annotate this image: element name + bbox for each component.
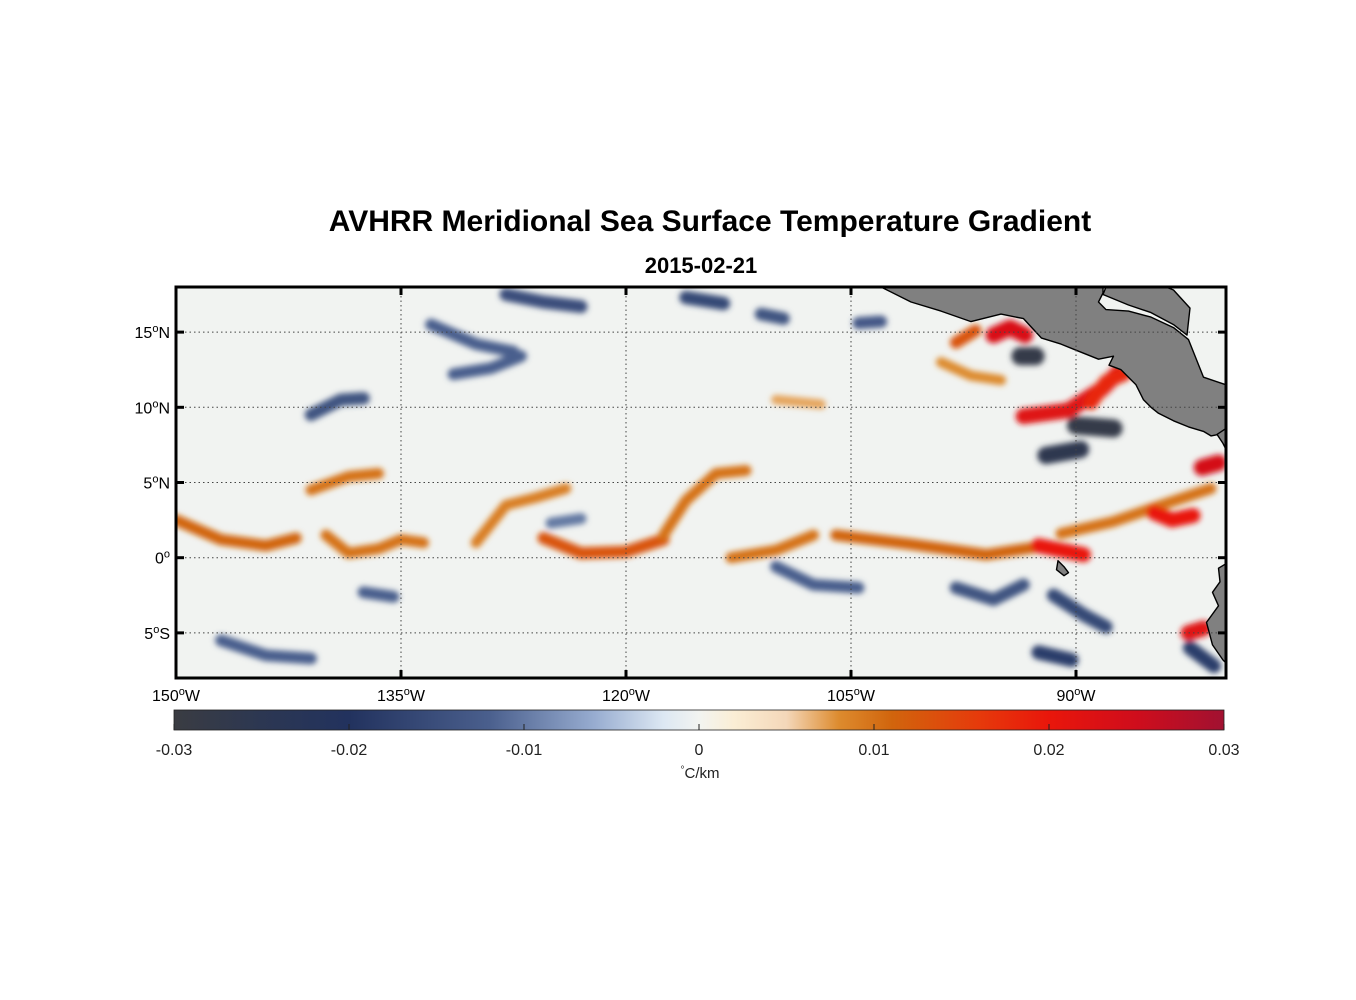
positive-gradient-front-5 (658, 465, 752, 541)
positive-gradient-front-3 (470, 483, 572, 548)
negative-gradient-front-23 (754, 307, 790, 325)
positive-gradient-front-13 (985, 319, 1034, 344)
negative-gradient-front-22 (679, 290, 731, 311)
x-tick-label: 135oW (377, 686, 426, 705)
negative-gradient-front-28 (304, 392, 370, 422)
land-mexico (880, 287, 1226, 437)
x-tick-label: 120oW (602, 686, 651, 705)
positive-gradient-front-18 (771, 394, 826, 410)
negative-gradient-front-29 (770, 560, 865, 594)
figure-date: 2015-02-21 (644, 253, 758, 278)
land-galapagos (1055, 560, 1070, 577)
colorbar-unit-label: °C/km (681, 765, 720, 782)
colorbar-tick-label: 0.03 (1208, 742, 1239, 759)
colorbar-tick-label: -0.01 (506, 742, 543, 759)
colorbar-tick-label: 0 (695, 742, 704, 759)
colorbar-tick-label: 0.02 (1033, 742, 1064, 759)
positive-gradient-front-10 (1146, 505, 1201, 528)
positive-gradient-front-2 (320, 529, 429, 559)
positive-gradient-front-12 (1083, 367, 1132, 410)
positive-gradient-front-8 (1055, 483, 1217, 540)
x-tick-label: 90oW (1056, 686, 1096, 705)
positive-gradient-front-7 (830, 529, 1052, 561)
colorbar-tick-label: -0.02 (331, 742, 368, 759)
positive-gradient-front-4 (537, 532, 670, 560)
positive-gradient-front-6 (725, 529, 819, 564)
negative-gradient-front-34 (215, 634, 317, 665)
x-tick-label: 105oW (827, 686, 876, 705)
colorbar-tick-label: 0.01 (858, 742, 889, 759)
negative-gradient-front-26 (1066, 416, 1123, 438)
map-axes: 150oW 135oW 120oW 105oW 90oW 15oN 10oN 5oN 0o 5oS (135, 287, 1226, 705)
negative-gradient-front-32 (1031, 645, 1079, 668)
positive-gradient-front-15 (1193, 454, 1226, 476)
positive-gradient-front-17 (935, 357, 1007, 386)
positive-gradient-front-14 (949, 324, 982, 349)
negative-gradient-front-19 (447, 350, 527, 381)
x-tick-label: 150oW (152, 686, 201, 705)
positive-gradient-front-9 (1031, 538, 1091, 563)
y-tick-label: 5oN (143, 474, 170, 493)
y-tick-label: 0o (155, 549, 170, 568)
land-masses (880, 287, 1226, 664)
negative-gradient-front-31 (1046, 588, 1113, 634)
negative-gradient-front-36 (545, 513, 587, 529)
negative-gradient-front-27 (1037, 440, 1090, 465)
negative-gradient-front-20 (425, 318, 520, 358)
y-tick-label: 5oS (144, 624, 170, 643)
land-panama (1216, 427, 1226, 451)
positive-gradient-front-16 (1180, 620, 1212, 641)
gradient-fronts (176, 288, 1226, 674)
positive-gradient-front-0 (176, 514, 302, 552)
negative-gradient-front-35 (357, 586, 400, 603)
negative-gradient-front-30 (949, 578, 1030, 607)
y-tick-label: 15oN (135, 323, 170, 342)
map-area (176, 287, 1226, 678)
positive-gradient-front-1 (305, 468, 384, 496)
colorbar-tick-label: -0.03 (156, 742, 193, 759)
colorbar: -0.03 -0.02 -0.01 0 0.01 0.02 0.03 °C/km (156, 709, 1240, 782)
y-tick-label: 10oN (135, 398, 170, 417)
figure-title: AVHRR Meridional Sea Surface Temperature… (328, 205, 1092, 238)
negative-gradient-front-33 (1182, 640, 1222, 674)
negative-gradient-front-24 (852, 315, 888, 330)
negative-gradient-front-21 (499, 288, 588, 314)
